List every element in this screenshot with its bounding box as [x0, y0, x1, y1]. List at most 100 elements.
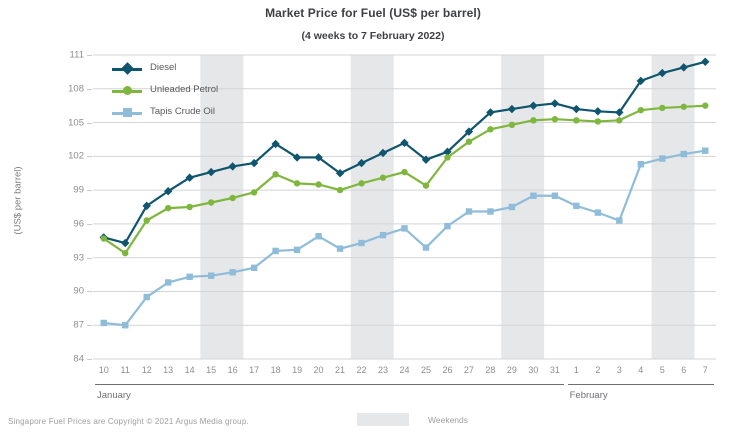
- data-point: [616, 217, 623, 224]
- y-axis-label: (US$ per barrel): [12, 166, 24, 235]
- data-point: [659, 104, 666, 112]
- data-point: [422, 182, 430, 189]
- data-point: [464, 127, 474, 136]
- chart-title: Market Price for Fuel (US$ per barrel): [265, 6, 481, 20]
- weekend-band: [651, 55, 695, 359]
- plot-canvas: [93, 54, 716, 360]
- x-tick-label: 3: [616, 365, 622, 375]
- data-point: [315, 233, 322, 240]
- x-tick-label: 7: [702, 365, 708, 375]
- data-point: [616, 117, 623, 124]
- month-label: January: [97, 390, 131, 401]
- data-point: [122, 322, 129, 329]
- x-tick-label: 4: [638, 365, 644, 375]
- data-point: [186, 273, 193, 281]
- x-tick-label: 5: [659, 365, 665, 375]
- legend-label: Unleaded Petrol: [150, 84, 219, 95]
- y-tick-mark: [87, 190, 92, 192]
- y-tick-mark: [87, 156, 92, 158]
- data-point: [185, 173, 194, 182]
- data-point: [486, 108, 495, 117]
- x-tick-label: 28: [485, 365, 496, 375]
- legend-label: Tapis Crude Oil: [150, 106, 215, 117]
- copyright-note: Singapore Fuel Prices are Copyright © 20…: [8, 417, 249, 426]
- data-point: [530, 117, 537, 124]
- data-point: [702, 147, 709, 154]
- data-point: [615, 108, 624, 117]
- data-point: [702, 102, 709, 109]
- weekend-band: [350, 55, 394, 359]
- data-point: [573, 117, 580, 124]
- data-point: [487, 208, 494, 215]
- y-tick-label: 93: [73, 252, 84, 264]
- x-tick-label: 27: [463, 365, 474, 375]
- data-point: [229, 194, 236, 202]
- y-tick-label: 105: [68, 117, 84, 129]
- data-point: [121, 238, 130, 248]
- x-tick-label: 25: [420, 365, 431, 375]
- x-tick-label: 13: [163, 365, 174, 375]
- x-tick-label: 19: [292, 365, 303, 375]
- data-point: [272, 171, 279, 178]
- data-point: [444, 222, 451, 230]
- data-point: [379, 174, 387, 181]
- x-tick-label: 1: [573, 365, 579, 375]
- data-point: [228, 162, 237, 171]
- x-tick-label: 14: [184, 365, 195, 375]
- data-point: [701, 57, 710, 66]
- data-point: [250, 264, 258, 271]
- data-point: [572, 104, 581, 114]
- data-point: [487, 126, 494, 133]
- data-point: [659, 155, 666, 162]
- data-point: [163, 187, 173, 196]
- month-rule: [95, 384, 564, 385]
- x-tick-label: 31: [549, 365, 560, 375]
- data-point: [551, 115, 559, 123]
- data-point: [164, 204, 172, 212]
- data-point: [508, 203, 516, 211]
- y-tick-mark: [87, 291, 92, 293]
- chart-subtitle: (4 weeks to 7 February 2022): [301, 30, 445, 42]
- data-point: [507, 104, 517, 114]
- x-tick-label: 30: [528, 365, 539, 375]
- weekend-band: [200, 55, 244, 359]
- y-tick-label: 90: [73, 285, 84, 297]
- data-point: [530, 192, 537, 199]
- data-point: [249, 158, 259, 168]
- data-point: [400, 138, 409, 148]
- data-point: [357, 158, 366, 168]
- data-point: [293, 180, 301, 187]
- data-point: [637, 161, 645, 168]
- data-point: [443, 147, 452, 157]
- data-point: [465, 138, 473, 145]
- data-point: [401, 225, 408, 232]
- legend-marker-square-icon: [123, 108, 132, 117]
- data-point: [508, 121, 516, 129]
- month-rule: [567, 384, 714, 385]
- y-tick-label: 102: [68, 150, 84, 162]
- data-point: [680, 150, 687, 158]
- data-point: [573, 202, 580, 210]
- x-tick-label: 23: [378, 365, 389, 375]
- data-point: [401, 168, 408, 176]
- data-point: [637, 106, 645, 114]
- data-point: [444, 154, 451, 161]
- data-point: [207, 199, 215, 206]
- data-point: [229, 269, 236, 276]
- data-point: [315, 181, 322, 188]
- data-point: [358, 239, 365, 247]
- data-point: [379, 231, 387, 239]
- data-point: [378, 148, 388, 158]
- y-tick-mark: [87, 223, 92, 225]
- data-point: [293, 246, 301, 253]
- data-point: [551, 192, 559, 199]
- data-point: [250, 189, 258, 196]
- data-point: [336, 186, 344, 194]
- y-tick-mark: [87, 88, 92, 90]
- data-point: [142, 201, 151, 211]
- x-tick-label: 10: [98, 365, 109, 375]
- x-tick-label: 6: [681, 365, 687, 375]
- data-point: [594, 209, 602, 216]
- data-point: [421, 155, 431, 164]
